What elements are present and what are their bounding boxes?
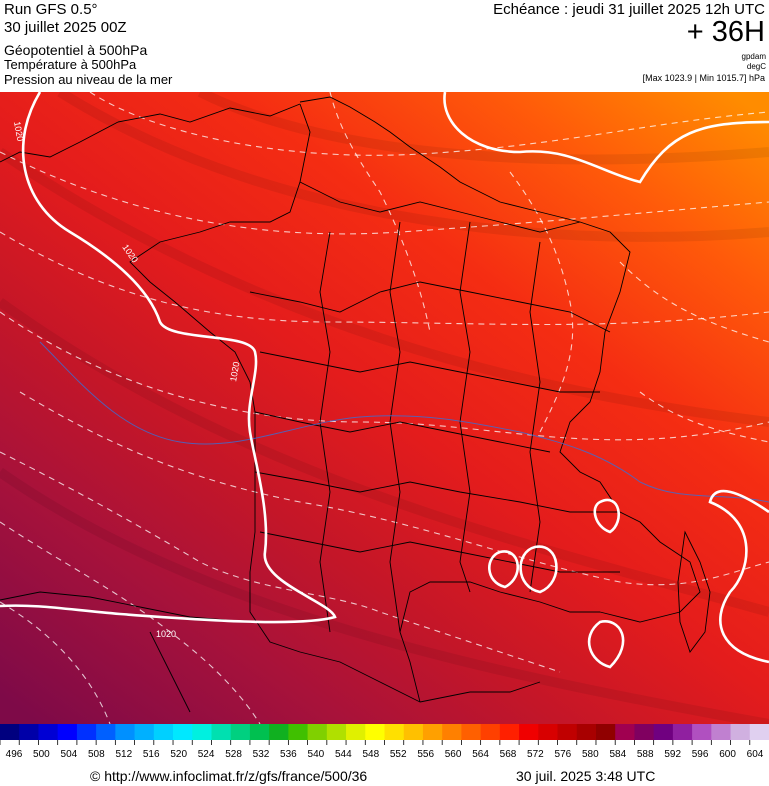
administrative-borders [0,96,711,713]
unit-temperature: degC [746,62,766,71]
isobars-1020hpa [0,92,769,669]
color-scale-swatch [326,724,347,740]
color-scale-label: 532 [252,749,270,760]
color-scale-label: 584 [609,749,627,760]
color-scale-label: 548 [362,749,380,760]
color-scale-swatch [19,724,40,740]
color-scale-swatch [384,724,405,740]
color-scale-swatch [711,724,732,740]
color-scale-label: 596 [691,749,709,760]
color-scale-swatch [76,724,97,740]
color-scale-swatch [692,724,712,740]
color-scale-label: 496 [5,749,23,760]
color-scale-swatch [557,724,578,740]
color-scale-swatch [749,724,769,740]
color-scale-label: 552 [389,749,407,760]
color-scale-bar [0,724,769,745]
geopotential-field [0,92,769,724]
pressure-range: [Max 1023.9 | Min 1015.7] hPa [642,73,765,83]
weather-map[interactable]: 1020 1020 1020 1020 [0,92,769,724]
color-scale-label: 504 [60,749,78,760]
generation-time: 30 juil. 2025 3:48 UTC [516,768,656,784]
color-scale-swatch [519,724,539,740]
isobar-label-1020-south: 1020 [156,629,176,639]
color-scale-swatch [499,724,520,740]
color-scale-swatch [96,724,116,740]
color-scale-swatch [595,724,616,740]
color-scale-swatch [173,724,193,740]
color-scale-swatch [634,724,655,740]
color-scale-label: 536 [280,749,297,760]
color-scale-swatch [461,724,482,740]
color-scale-swatch [115,724,136,740]
color-scale-swatch [365,724,386,740]
color-scale-label: 528 [225,749,242,760]
geopotential-band-edges [0,92,769,724]
color-scale-swatch [403,724,424,740]
color-scale-label: 600 [719,749,736,760]
color-scale-swatch [134,724,155,740]
color-scale-swatch [307,724,328,740]
color-scale-label: 556 [417,749,435,760]
color-scale-label: 564 [472,749,489,760]
color-scale-swatch [192,724,213,740]
color-scale-label: 516 [142,749,160,760]
color-scale-swatch [153,724,174,740]
color-scale-swatch [615,724,636,740]
color-scale-swatch [57,724,78,740]
color-scale-swatch [538,724,559,740]
color-scale-swatch [249,724,270,740]
color-scale-labels: 496 500 504 508 512 516 520 524 528 532 536 540 544 5… [0,749,769,763]
color-scale-label: 592 [664,749,682,760]
color-scale-label: 604 [746,749,764,760]
color-scale-swatch [672,724,693,740]
color-scale-swatch [730,724,751,740]
color-scale-label: 580 [581,749,599,760]
isobar-label-1020-northwest: 1020 [12,121,25,142]
forecast-valid-time: Echéance : jeudi 31 juillet 2025 12h UTC [493,1,765,18]
river-line [39,341,769,503]
color-scale-swatch [422,724,443,740]
color-scale-swatch [442,724,463,740]
color-scale-label: 500 [33,749,50,760]
source-credit: © http://www.infoclimat.fr/z/gfs/france/… [90,768,368,784]
color-scale-label: 520 [170,749,188,760]
color-scale-label: 560 [444,749,462,760]
color-scale-label: 544 [334,749,352,760]
color-scale-swatch [288,724,309,740]
parameter-pressure: Pression au niveau de la mer [4,72,173,87]
color-scale-label: 508 [87,749,105,760]
parameter-geopotential: Géopotentiel à 500hPa [4,42,148,58]
parameter-temperature: Température à 500hPa [4,57,137,72]
color-scale-swatch [269,724,289,740]
color-scale-swatch [230,724,251,740]
color-scale-swatch [211,724,232,740]
isobar-label-1020-atlantic: 1020 [228,361,241,382]
color-scale-swatch [576,724,597,740]
color-scale-swatch [346,724,366,740]
color-scale-label: 568 [499,749,517,760]
color-scale-swatch [480,724,501,740]
color-scale-label: 572 [527,749,544,760]
color-scale-label: 576 [554,749,572,760]
unit-geopotential: gpdam [741,52,766,61]
color-scale-label: 540 [307,749,325,760]
color-scale-label: 512 [115,749,133,760]
run-title: Run GFS 0.5° [4,1,98,18]
forecast-offset: + 36H [686,16,765,48]
run-date: 30 juillet 2025 00Z [4,19,127,36]
color-scale-swatch [0,724,20,740]
color-scale-swatch [653,724,674,740]
color-scale-label: 588 [636,749,654,760]
temperature-isotherms [0,92,769,724]
color-scale-swatch [38,724,59,740]
color-scale-label: 524 [197,749,215,760]
